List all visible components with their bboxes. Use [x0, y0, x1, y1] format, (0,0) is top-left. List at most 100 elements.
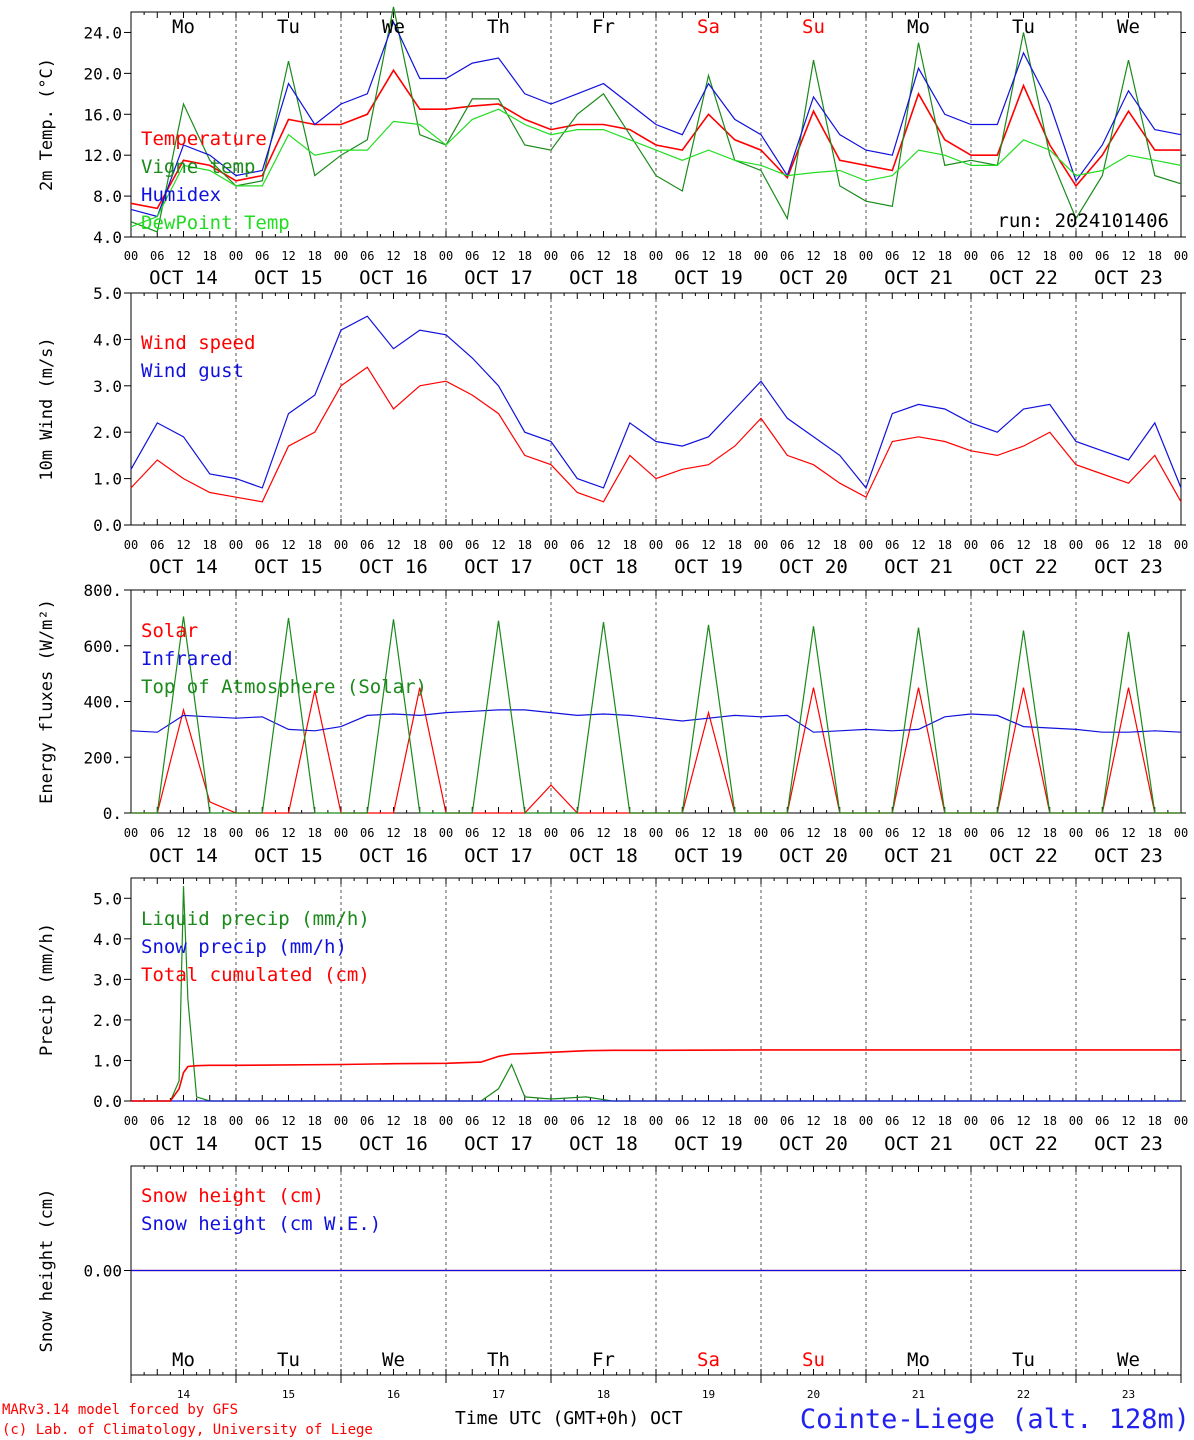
hour-tick-label: 06 [465, 538, 479, 552]
day-name: Mo [907, 1349, 930, 1371]
day-name: Su [802, 16, 825, 38]
hour-tick-label: 12 [1016, 826, 1030, 840]
hour-tick-label: 18 [623, 826, 637, 840]
hour-tick-label: 00 [649, 1114, 663, 1128]
hour-tick-label: 12 [806, 826, 820, 840]
date-label: OCT 19 [674, 845, 743, 867]
hour-tick-label: 12 [1121, 826, 1135, 840]
panel-frame [130, 589, 1182, 814]
series-line-2 [131, 616, 1181, 814]
date-label: OCT 16 [359, 267, 428, 289]
date-label: OCT 15 [254, 267, 323, 289]
hour-tick-label: 06 [570, 1114, 584, 1128]
date-label: OCT 22 [989, 267, 1058, 289]
date-label: OCT 23 [1094, 267, 1163, 289]
hour-tick-label: 18 [1043, 1114, 1057, 1128]
hour-tick-label: 06 [465, 826, 479, 840]
hour-tick-label: 00 [649, 538, 663, 552]
hour-tick-label: 00 [544, 1114, 558, 1128]
date-label: OCT 15 [254, 556, 323, 578]
y-axis-label: 2m Temp. (°C) [37, 58, 57, 191]
y-tick-label: 1.0 [93, 470, 122, 489]
hour-tick-label: 12 [1016, 249, 1030, 263]
hour-tick-label: 06 [465, 1114, 479, 1128]
hour-tick-label: 18 [518, 249, 532, 263]
hour-tick-label: 06 [150, 1114, 164, 1128]
date-label: OCT 15 [254, 1133, 323, 1155]
date-label: OCT 23 [1094, 845, 1163, 867]
legend-entry: Vigne temp [141, 156, 255, 178]
day-name: Sa [697, 16, 720, 38]
hour-tick-label: 12 [491, 249, 505, 263]
hour-tick-label: 06 [675, 249, 689, 263]
hour-tick-label: 00 [754, 538, 768, 552]
hour-tick-label: 12 [596, 826, 610, 840]
legend-entry: Temperature [141, 128, 267, 150]
hour-tick-label: 06 [885, 249, 899, 263]
day-name: Sa [697, 1349, 720, 1371]
date-label: OCT 22 [989, 556, 1058, 578]
day-name: We [382, 1349, 405, 1371]
series-line-1 [130, 315, 1182, 490]
hour-tick-label: 12 [1121, 1114, 1135, 1128]
y-tick-label: 200. [83, 748, 122, 767]
hour-tick-label: 12 [701, 249, 715, 263]
hour-tick-label: 00 [649, 249, 663, 263]
hour-tick-label: 18 [308, 826, 322, 840]
hour-tick-label: 18 [1043, 249, 1057, 263]
date-label: OCT 20 [779, 556, 848, 578]
day-number: 20 [807, 1388, 820, 1401]
y-tick-label: 800. [83, 581, 122, 600]
hour-tick-label: 06 [675, 538, 689, 552]
legend-entry: DewPoint Temp [141, 212, 290, 234]
hour-tick-label: 18 [413, 1114, 427, 1128]
y-tick-label: 24.0 [83, 23, 122, 42]
hour-tick-label: 06 [255, 1114, 269, 1128]
hour-tick-label: 12 [596, 1114, 610, 1128]
hour-tick-label: 18 [728, 538, 742, 552]
legend-entry: Top of Atmosphere (Solar) [141, 676, 427, 698]
series-line-3 [130, 108, 1182, 228]
legend-entry: Humidex [141, 184, 221, 206]
hour-tick-label: 00 [964, 249, 978, 263]
date-label: OCT 19 [674, 556, 743, 578]
day-name: Th [487, 16, 510, 38]
hour-tick-label: 12 [911, 1114, 925, 1128]
hour-tick-label: 18 [1148, 1114, 1162, 1128]
hour-tick-label: 18 [203, 538, 217, 552]
y-tick-label: 3.0 [93, 970, 122, 989]
hour-tick-label: 12 [386, 1114, 400, 1128]
date-label: OCT 21 [884, 267, 953, 289]
hour-tick-label: 18 [938, 538, 952, 552]
date-label: OCT 23 [1094, 556, 1163, 578]
hour-tick-label: 12 [911, 826, 925, 840]
hour-tick-label: 18 [1148, 826, 1162, 840]
hour-tick-label: 18 [938, 1114, 952, 1128]
hour-tick-label: 00 [754, 249, 768, 263]
hour-tick-label: 06 [885, 1114, 899, 1128]
date-label: OCT 15 [254, 845, 323, 867]
y-tick-label: 0.00 [83, 1262, 122, 1281]
day-name: Tu [1012, 1349, 1035, 1371]
hour-tick-label: 00 [439, 826, 453, 840]
legend-entry: Snow precip (mm/h) [141, 936, 347, 958]
hour-tick-label: 06 [1095, 249, 1109, 263]
y-tick-label: 12.0 [83, 146, 122, 165]
hour-tick-label: 06 [150, 249, 164, 263]
hour-tick-label: 18 [308, 538, 322, 552]
legend-entry: Wind gust [141, 360, 244, 382]
date-label: OCT 17 [464, 1133, 533, 1155]
panel-3: 0.0 1.0 2.0 3.0 4.0 5.0 Precip (mm/h) Liquid pr… [37, 877, 1188, 1155]
hour-tick-label: 18 [308, 1114, 322, 1128]
hour-tick-label: 12 [806, 249, 820, 263]
hour-tick-label: 00 [1174, 538, 1188, 552]
hour-tick-label: 18 [938, 249, 952, 263]
hour-tick-label: 00 [334, 1114, 348, 1128]
series-line-0 [130, 68, 1181, 210]
hour-tick-label: 12 [176, 249, 190, 263]
hour-tick-label: 00 [1069, 249, 1083, 263]
hour-tick-label: 06 [1095, 1114, 1109, 1128]
hour-tick-label: 18 [833, 538, 847, 552]
date-label: OCT 14 [149, 267, 218, 289]
